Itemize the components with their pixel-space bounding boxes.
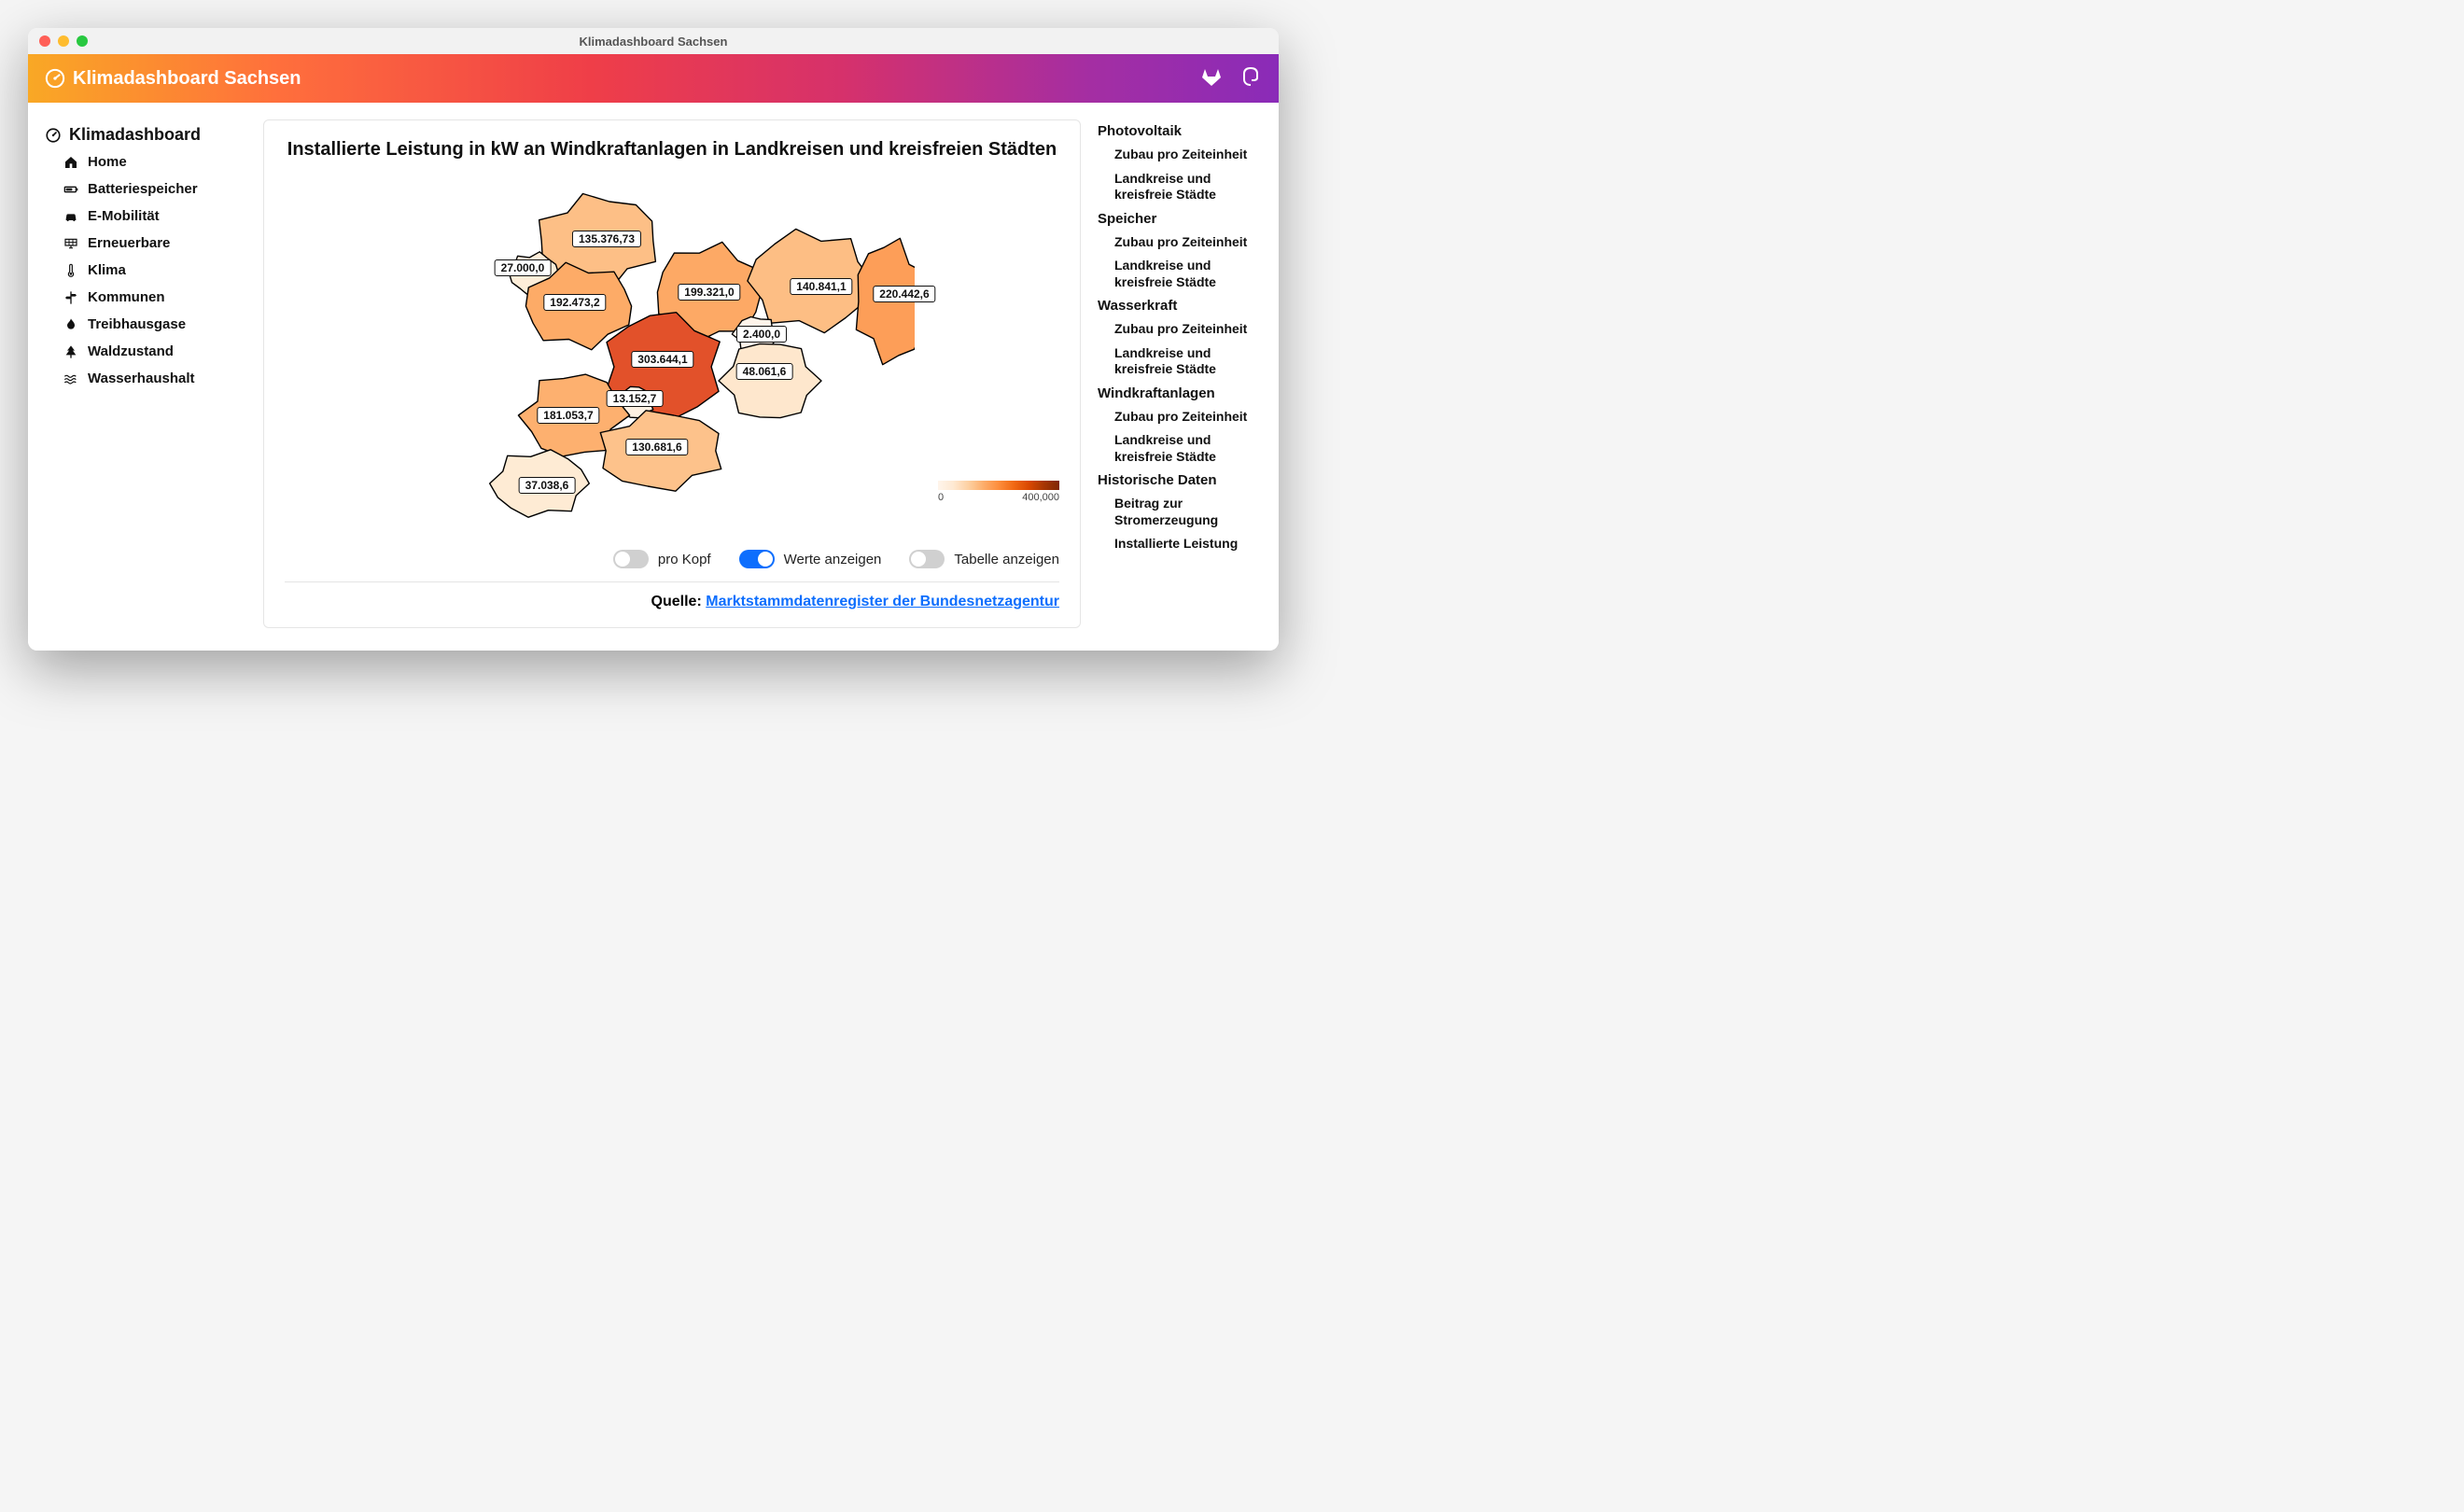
choropleth-map: 135.376,73 27.000,0 192.473,2 199.321,0 140.… <box>285 171 1059 544</box>
sidebar-item-label: Treibhausgase <box>88 316 186 332</box>
legend-min: 0 <box>938 492 944 503</box>
map-value-label: 13.152,7 <box>607 390 664 407</box>
sidebar-item-batteriespeicher[interactable]: Batteriespeicher <box>37 175 243 203</box>
toggle-label: pro Kopf <box>658 552 711 567</box>
map-value-label: 2.400,0 <box>736 326 787 343</box>
sidebar-item-emobilitaet[interactable]: E-Mobilität <box>37 203 243 230</box>
toggle-pro-kopf[interactable]: pro Kopf <box>613 550 711 568</box>
rightnav-item[interactable]: Beitrag zur Stromerzeugung <box>1098 492 1266 532</box>
toggle-row: pro Kopf Werte anzeigen Tabelle anzeigen <box>285 550 1059 568</box>
car-icon <box>63 209 78 224</box>
toggle-label: Werte anzeigen <box>784 552 882 567</box>
map-value-label: 37.038,6 <box>519 477 576 494</box>
toggle-tabelle-anzeigen[interactable]: Tabelle anzeigen <box>909 550 1059 568</box>
rightnav-section[interactable]: Windkraftanlagen <box>1098 382 1266 405</box>
rightnav-item[interactable]: Zubau pro Zeiteinheit <box>1098 405 1266 429</box>
rightnav-item[interactable]: Landkreise und kreisfreie Städte <box>1098 342 1266 382</box>
map-value-label: 48.061,6 <box>736 363 793 380</box>
rightnav-item[interactable]: Landkreise und kreisfreie Städte <box>1098 254 1266 294</box>
sidebar-heading[interactable]: Klimadashboard <box>37 121 243 148</box>
sidebar-item-home[interactable]: Home <box>37 148 243 175</box>
dashboard-icon <box>45 127 62 144</box>
switch[interactable] <box>739 550 775 568</box>
thermometer-icon <box>63 263 78 278</box>
chart-card: Installierte Leistung in kW an Windkraft… <box>263 119 1081 628</box>
app-window: Klimadashboard Sachsen Klimadashboard Sa… <box>28 28 1279 651</box>
rightnav-section[interactable]: Photovoltaik <box>1098 119 1266 143</box>
source-line: Quelle: Marktstammdatenregister der Bund… <box>285 594 1059 610</box>
rightnav-section[interactable]: Historische Daten <box>1098 469 1266 492</box>
gitlab-icon[interactable] <box>1200 65 1223 92</box>
sidebar-item-kommunen[interactable]: Kommunen <box>37 284 243 311</box>
sidebar-item-label: Erneuerbare <box>88 235 170 251</box>
app-title-text: Klimadashboard Sachsen <box>73 68 301 90</box>
toggle-label: Tabelle anzeigen <box>954 552 1059 567</box>
map-value-label: 135.376,73 <box>572 231 641 247</box>
rightnav-item[interactable]: Zubau pro Zeiteinheit <box>1098 143 1266 167</box>
app-title[interactable]: Klimadashboard Sachsen <box>45 68 301 90</box>
map-value-label: 199.321,0 <box>678 284 740 301</box>
sidebar-item-label: Home <box>88 154 127 170</box>
divider <box>285 581 1059 582</box>
rightnav-section[interactable]: Speicher <box>1098 207 1266 231</box>
rightnav-section[interactable]: Wasserkraft <box>1098 294 1266 317</box>
sidebar-item-wasserhaushalt[interactable]: Wasserhaushalt <box>37 365 243 392</box>
sidebar-heading-text: Klimadashboard <box>69 125 201 145</box>
toggle-werte-anzeigen[interactable]: Werte anzeigen <box>739 550 882 568</box>
sidebar-item-label: Batteriespeicher <box>88 181 198 197</box>
fire-icon <box>63 317 78 332</box>
switch[interactable] <box>909 550 945 568</box>
sidebar-item-label: Klima <box>88 262 126 278</box>
color-legend: 0 400,000 <box>938 481 1059 503</box>
map-value-label: 303.644,1 <box>631 351 693 368</box>
window-title: Klimadashboard Sachsen <box>28 35 1279 49</box>
map-region[interactable] <box>719 343 821 417</box>
titlebar: Klimadashboard Sachsen <box>28 28 1279 54</box>
sidebar-item-label: Waldzustand <box>88 343 174 359</box>
map-value-label: 140.841,1 <box>790 278 852 295</box>
rightnav-item[interactable]: Landkreise und kreisfreie Städte <box>1098 428 1266 469</box>
sidebar: Klimadashboard Home Batteriespeicher E-M… <box>28 103 252 651</box>
rightnav-item[interactable]: Landkreise und kreisfreie Städte <box>1098 167 1266 207</box>
map-value-label: 130.681,6 <box>625 439 688 455</box>
sidebar-item-label: Wasserhaushalt <box>88 371 195 386</box>
signpost-icon <box>63 290 78 305</box>
sidebar-item-erneuerbare[interactable]: Erneuerbare <box>37 230 243 257</box>
solar-icon <box>63 236 78 251</box>
map-value-label: 27.000,0 <box>495 259 552 276</box>
rightnav-item[interactable]: Zubau pro Zeiteinheit <box>1098 317 1266 342</box>
map-svg <box>429 171 915 525</box>
dashboard-icon <box>45 68 65 89</box>
home-icon <box>63 155 78 170</box>
source-prefix: Quelle: <box>651 594 707 609</box>
chart-title: Installierte Leistung in kW an Windkraft… <box>285 137 1059 161</box>
sidebar-item-klima[interactable]: Klima <box>37 257 243 284</box>
sidebar-item-label: Kommunen <box>88 289 165 305</box>
mastodon-icon[interactable] <box>1239 65 1262 92</box>
battery-icon <box>63 182 78 197</box>
right-nav: PhotovoltaikZubau pro ZeiteinheitLandkre… <box>1092 103 1279 651</box>
water-icon <box>63 371 78 386</box>
sidebar-item-treibhausgase[interactable]: Treibhausgase <box>37 311 243 338</box>
rightnav-item[interactable]: Zubau pro Zeiteinheit <box>1098 231 1266 255</box>
source-link[interactable]: Marktstammdatenregister der Bundesnetzag… <box>706 594 1059 609</box>
legend-max: 400,000 <box>1022 492 1059 503</box>
map-value-label: 220.442,6 <box>873 286 935 302</box>
map-value-label: 181.053,7 <box>537 407 599 424</box>
app-header: Klimadashboard Sachsen <box>28 54 1279 103</box>
tree-icon <box>63 344 78 359</box>
map-value-label: 192.473,2 <box>543 294 606 311</box>
sidebar-item-label: E-Mobilität <box>88 208 160 224</box>
rightnav-item[interactable]: Installierte Leistung <box>1098 532 1266 556</box>
switch[interactable] <box>613 550 649 568</box>
sidebar-item-waldzustand[interactable]: Waldzustand <box>37 338 243 365</box>
legend-gradient <box>938 481 1059 490</box>
